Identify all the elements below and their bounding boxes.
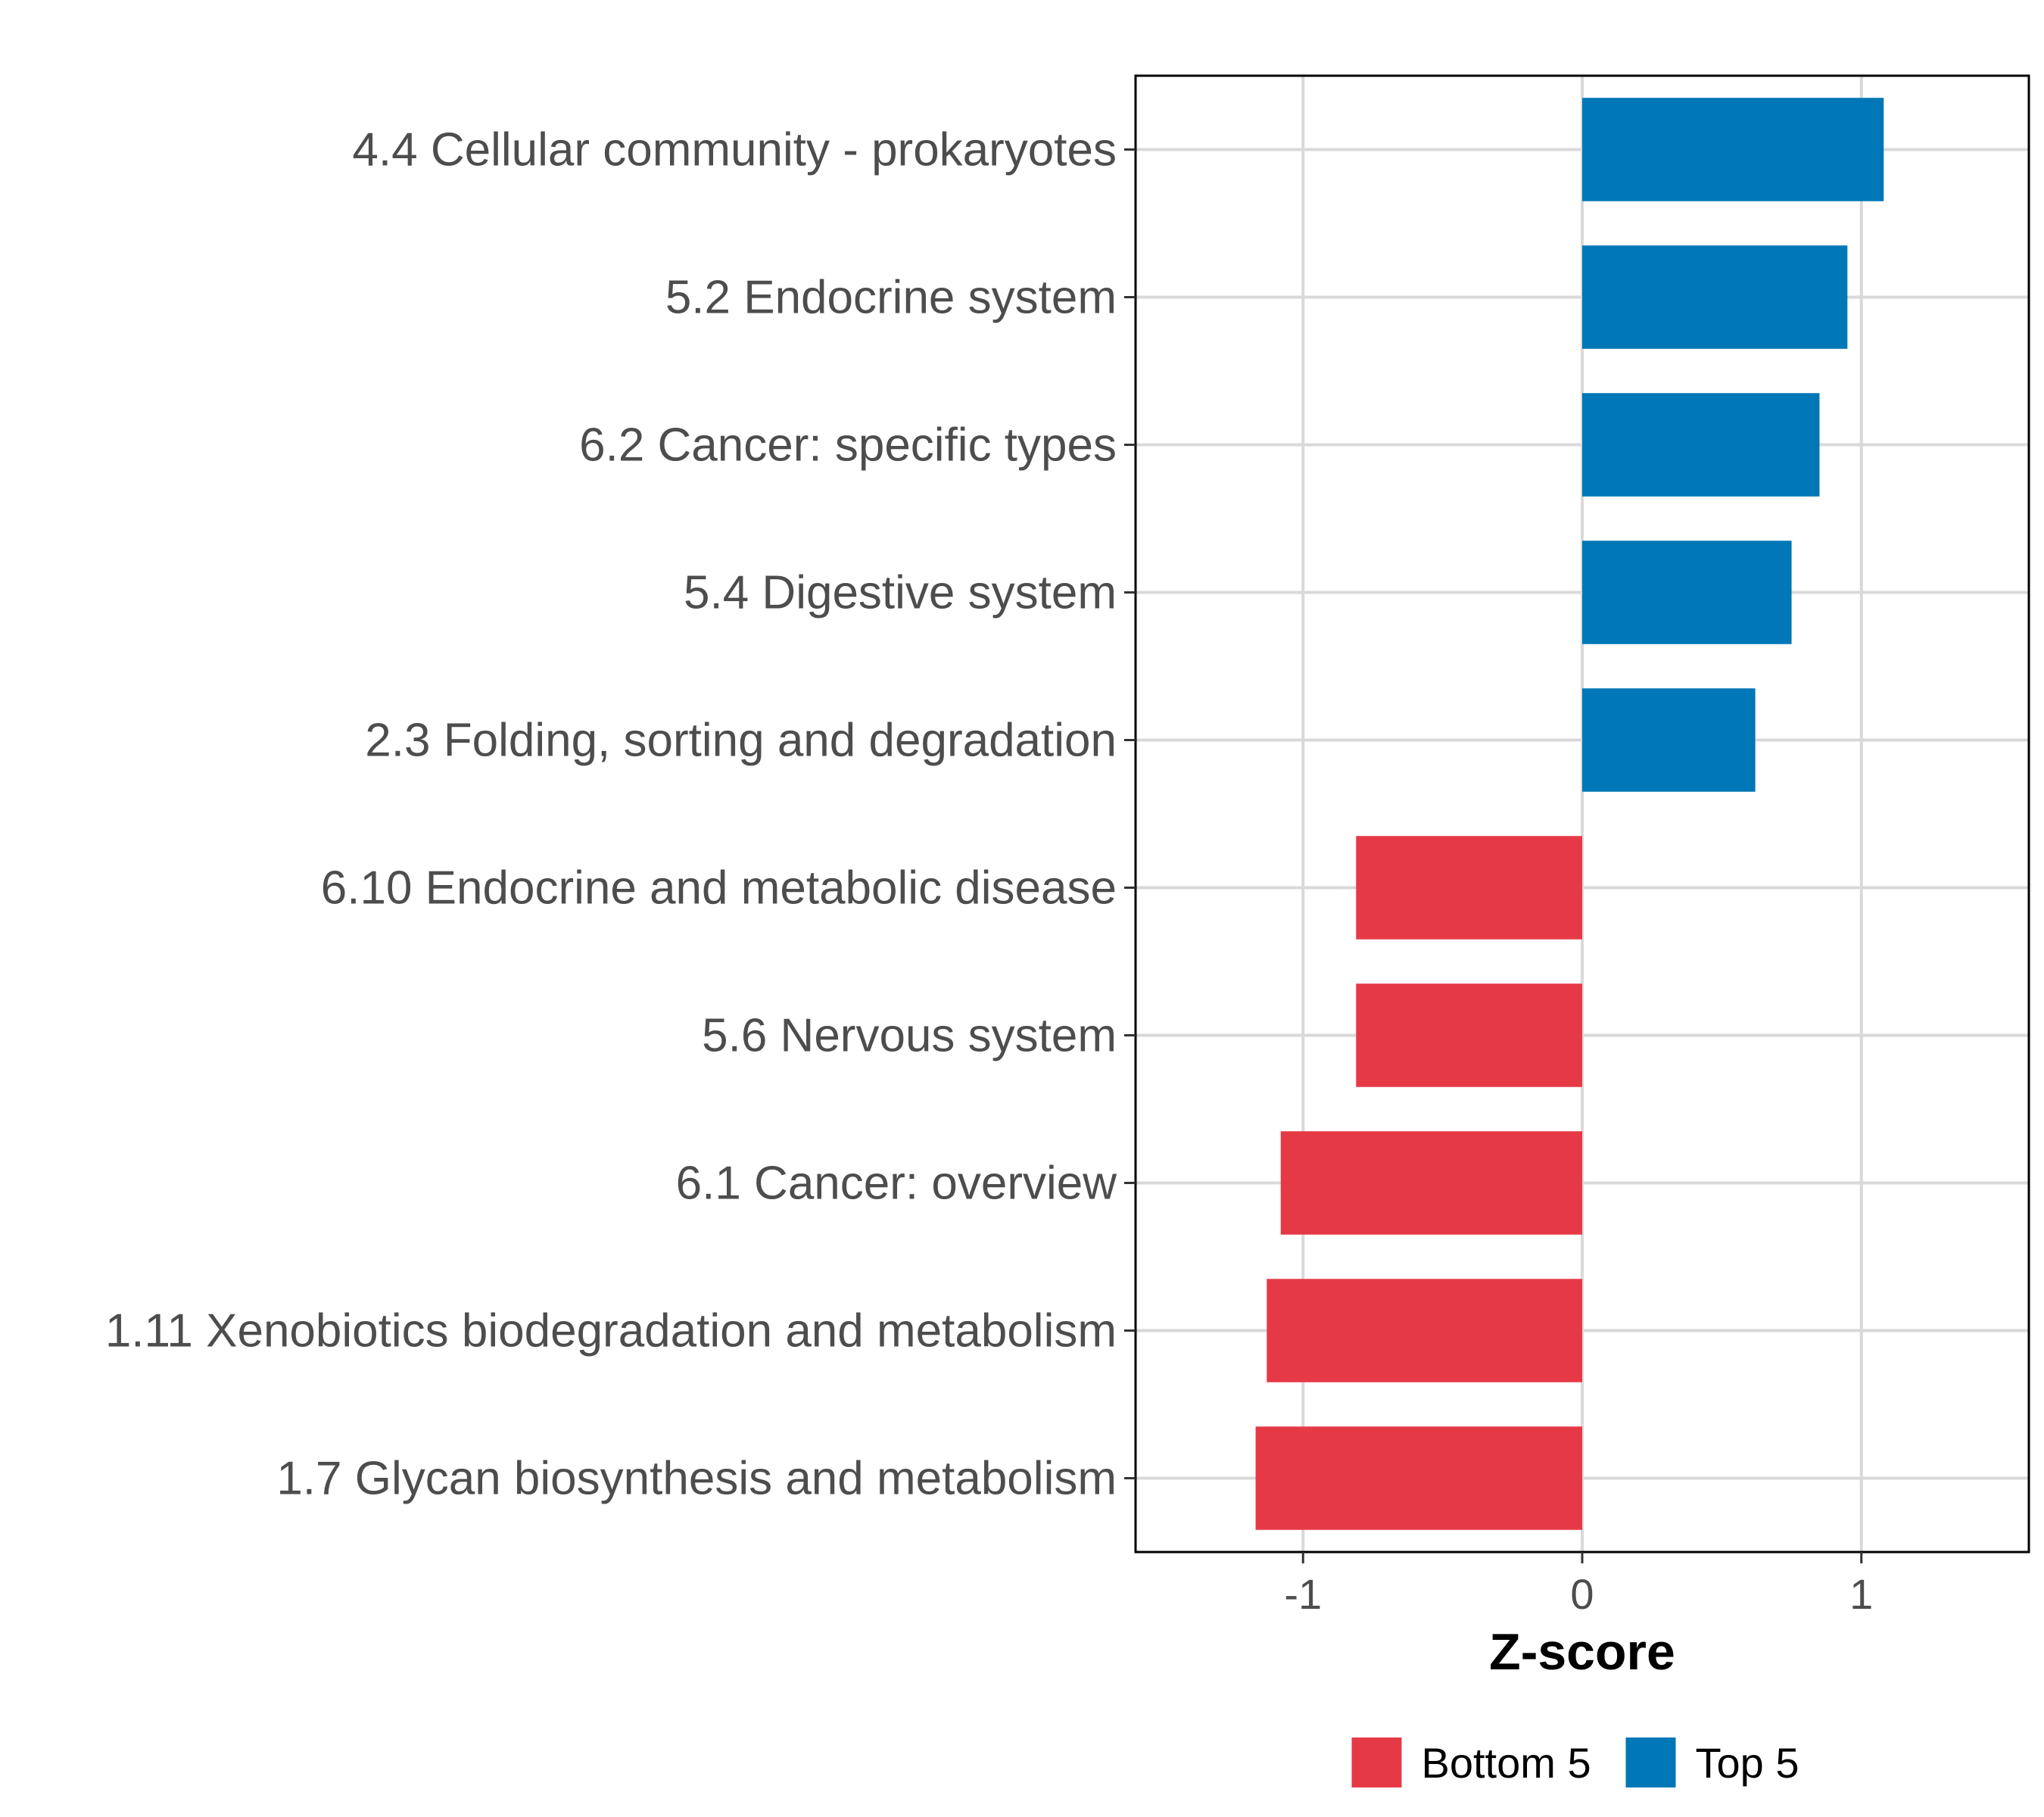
bar bbox=[1356, 836, 1582, 940]
bar bbox=[1582, 98, 1884, 201]
bar bbox=[1280, 1131, 1582, 1235]
bar bbox=[1582, 245, 1848, 349]
y-tick-label: 2.3 Folding, sorting and degradation bbox=[365, 715, 1117, 767]
legend-label: Bottom 5 bbox=[1422, 1739, 1591, 1787]
bar bbox=[1255, 1426, 1582, 1530]
bar bbox=[1267, 1279, 1582, 1382]
bar bbox=[1582, 688, 1756, 792]
y-tick-label: 4.4 Cellular community - prokaryotes bbox=[352, 124, 1117, 176]
x-axis: -1 0 1 bbox=[1284, 1552, 1873, 1618]
bar bbox=[1582, 393, 1820, 497]
y-tick-label: 5.2 Endocrine system bbox=[665, 272, 1117, 324]
y-tick-label: 5.6 Nervous system bbox=[702, 1010, 1117, 1062]
y-tick-label: 6.2 Cancer: specific types bbox=[579, 419, 1117, 472]
legend-label: Top 5 bbox=[1696, 1739, 1799, 1787]
y-tick-label: 1.7 Glycan biosynthesis and metabolism bbox=[276, 1453, 1117, 1505]
x-tick-label: 0 bbox=[1570, 1570, 1594, 1618]
x-tick-label: -1 bbox=[1284, 1570, 1322, 1618]
x-axis-title: Z-score bbox=[1489, 1623, 1675, 1681]
y-tick-label: 6.10 Endocrine and metabolic disease bbox=[321, 862, 1117, 915]
bar bbox=[1582, 541, 1792, 644]
y-tick-label: 5.4 Digestive system bbox=[684, 567, 1117, 619]
legend-swatch bbox=[1625, 1738, 1676, 1787]
legend: Bottom 5 Top 5 bbox=[1351, 1738, 1799, 1787]
y-tick-label: 6.1 Cancer: overview bbox=[676, 1158, 1117, 1210]
bars bbox=[1255, 98, 1884, 1530]
x-tick-label: 1 bbox=[1849, 1570, 1873, 1618]
bar bbox=[1356, 983, 1582, 1087]
y-axis: 4.4 Cellular community - prokaryotes 5.2 … bbox=[105, 124, 1136, 1505]
legend-swatch bbox=[1351, 1738, 1402, 1787]
y-tick-label: 1.11 Xenobiotics biodegradation and meta… bbox=[105, 1305, 1117, 1357]
